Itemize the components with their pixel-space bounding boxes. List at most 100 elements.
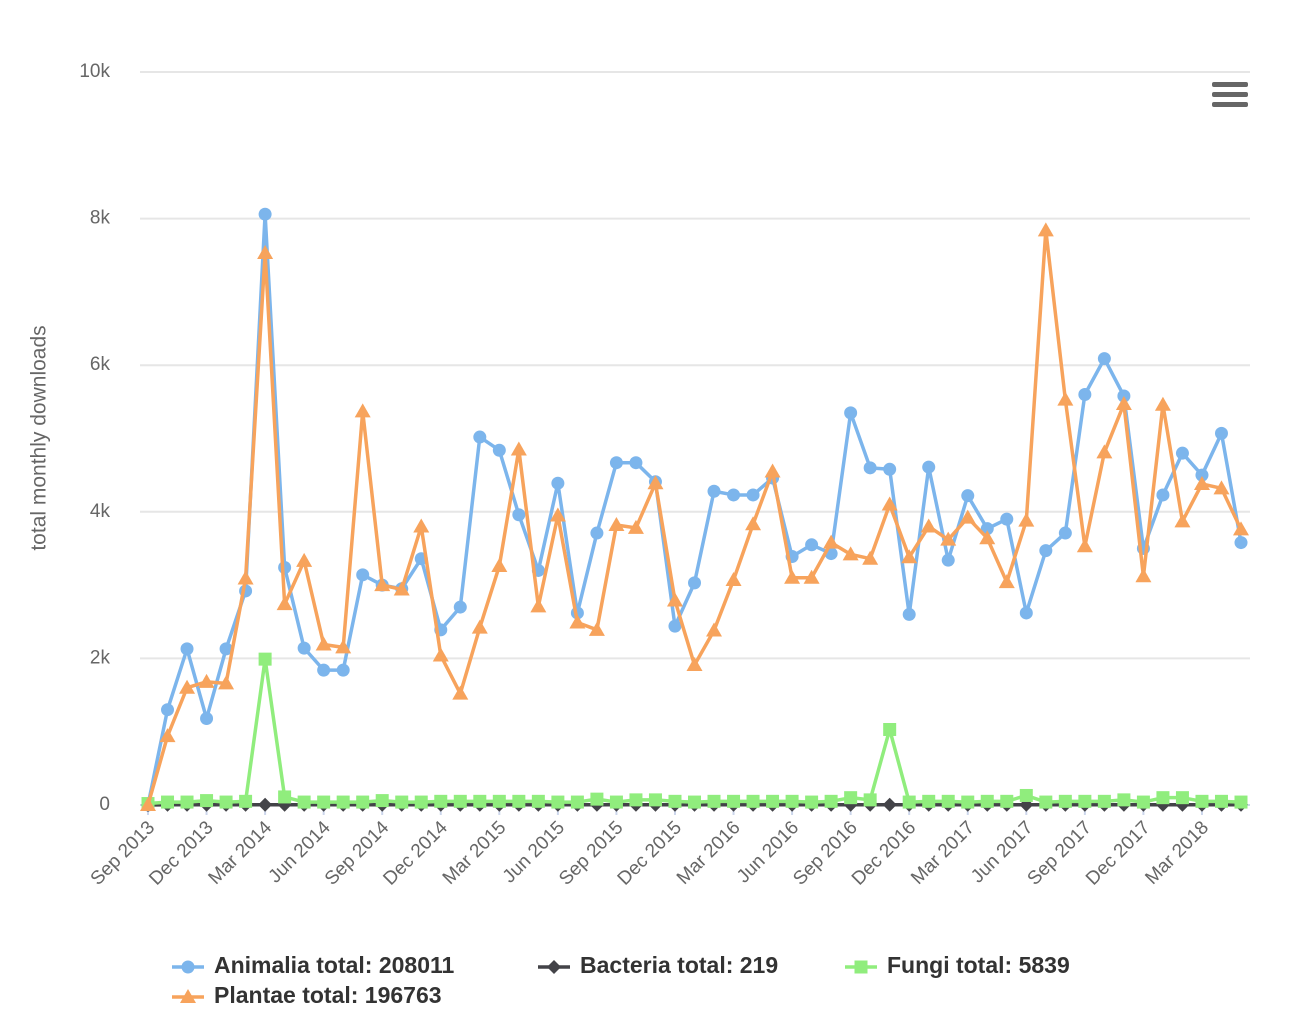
marker (393, 581, 410, 596)
x-tick-label: Dec 2013 (145, 817, 217, 889)
marker (666, 592, 683, 607)
marker (278, 790, 292, 804)
marker (473, 430, 487, 444)
marker (336, 795, 350, 809)
marker (547, 960, 561, 974)
marker (1175, 791, 1189, 805)
marker (257, 245, 274, 260)
y-tick-label: 8k (90, 208, 111, 229)
marker (1097, 352, 1111, 366)
marker (375, 794, 389, 808)
marker (200, 712, 214, 726)
marker (297, 795, 311, 809)
marker (862, 550, 879, 565)
menu-bar[interactable] (1212, 82, 1248, 87)
marker (766, 794, 780, 808)
marker (161, 703, 175, 717)
marker (159, 728, 176, 743)
marker (883, 462, 897, 476)
marker (588, 621, 605, 636)
marker (745, 516, 762, 531)
marker (1058, 794, 1072, 808)
marker (1097, 794, 1111, 808)
marker (727, 488, 741, 502)
marker (746, 794, 760, 808)
marker (453, 600, 467, 614)
menu-button[interactable] (1212, 82, 1248, 107)
marker (570, 795, 584, 809)
marker (882, 797, 897, 812)
marker (1019, 788, 1033, 802)
marker (803, 569, 820, 584)
marker (1039, 544, 1053, 558)
marker (863, 793, 877, 807)
marker (179, 679, 196, 694)
marker (707, 484, 721, 498)
menu-bar[interactable] (1212, 102, 1248, 107)
x-tick-label: Dec 2016 (848, 817, 920, 889)
marker (1117, 389, 1131, 403)
marker (549, 507, 566, 522)
y-tick-label: 4k (90, 501, 111, 522)
marker (883, 723, 897, 737)
marker (317, 795, 331, 809)
y-tick-label: 0 (99, 794, 110, 815)
marker (512, 794, 526, 808)
legend-label: Plantae total: 196763 (214, 982, 442, 1008)
marker (1234, 795, 1248, 809)
marker (1234, 536, 1248, 550)
marker (668, 794, 682, 808)
series-line (146, 228, 1243, 806)
marker (1214, 794, 1228, 808)
marker (1136, 795, 1150, 809)
marker (395, 795, 409, 809)
marker (551, 476, 565, 490)
marker (608, 516, 625, 531)
x-tick-label: Mar 2016 (673, 817, 745, 889)
x-tick-label: Mar 2015 (439, 817, 511, 889)
series-line (147, 657, 1242, 806)
marker (1195, 468, 1209, 482)
marker (180, 989, 196, 1003)
marker (844, 791, 858, 805)
marker (530, 598, 547, 613)
marker (902, 795, 916, 809)
marker (706, 622, 723, 637)
marker (647, 475, 664, 490)
marker (941, 794, 955, 808)
menu-bar[interactable] (1212, 92, 1248, 97)
marker (531, 794, 545, 808)
marker (297, 641, 311, 655)
marker (1078, 388, 1092, 402)
marker (979, 530, 996, 545)
marker (1076, 538, 1093, 553)
marker (590, 526, 604, 540)
marker (218, 675, 235, 690)
marker (1154, 396, 1171, 411)
marker (180, 642, 194, 656)
marker (432, 647, 449, 662)
marker (940, 531, 957, 546)
marker (1018, 512, 1035, 527)
marker (688, 795, 701, 809)
marker (881, 496, 898, 511)
y-tick-label: 6k (90, 354, 111, 375)
marker (510, 441, 527, 456)
marker (414, 795, 428, 809)
marker (492, 443, 506, 457)
marker (354, 403, 371, 418)
marker (200, 794, 214, 808)
marker (239, 794, 253, 808)
marker (863, 461, 877, 475)
marker (569, 614, 586, 629)
marker (648, 793, 662, 807)
marker (1058, 526, 1072, 540)
x-tick-label: Mar 2018 (1141, 817, 1213, 889)
y-tick-label: 10k (79, 61, 110, 82)
marker (180, 795, 194, 809)
marker (258, 652, 272, 666)
marker (785, 794, 799, 808)
marker (823, 534, 840, 549)
marker (356, 795, 370, 809)
marker (1174, 513, 1191, 528)
